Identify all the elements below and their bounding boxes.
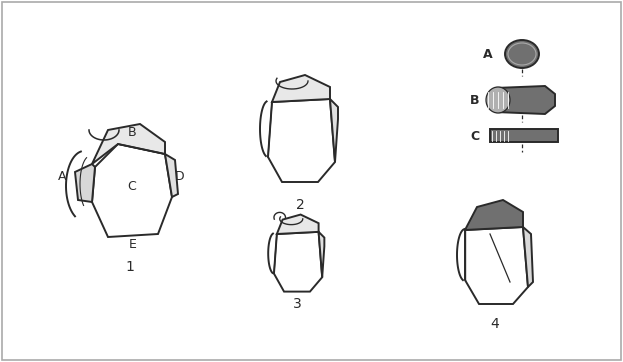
Polygon shape (277, 215, 318, 234)
Polygon shape (272, 75, 330, 102)
Polygon shape (92, 124, 165, 164)
Bar (490, 129, 558, 142)
Text: A: A (483, 47, 493, 60)
Text: D: D (175, 171, 185, 184)
Polygon shape (330, 99, 338, 162)
Polygon shape (318, 232, 325, 277)
Text: A: A (58, 171, 66, 184)
Ellipse shape (505, 40, 539, 68)
Text: 1: 1 (126, 260, 135, 274)
Polygon shape (268, 99, 335, 182)
Text: 3: 3 (293, 297, 302, 311)
Text: B: B (470, 93, 480, 106)
Polygon shape (465, 227, 528, 304)
Text: B: B (128, 126, 136, 139)
Text: 4: 4 (491, 317, 500, 331)
Ellipse shape (486, 87, 510, 113)
Text: C: C (128, 181, 136, 194)
Polygon shape (165, 154, 178, 197)
Text: 2: 2 (296, 198, 305, 212)
Polygon shape (465, 200, 523, 230)
Polygon shape (523, 227, 533, 287)
Text: E: E (129, 239, 137, 252)
Polygon shape (490, 86, 555, 114)
Text: C: C (470, 130, 480, 143)
Polygon shape (274, 232, 322, 292)
Polygon shape (75, 164, 95, 202)
Polygon shape (92, 144, 172, 237)
